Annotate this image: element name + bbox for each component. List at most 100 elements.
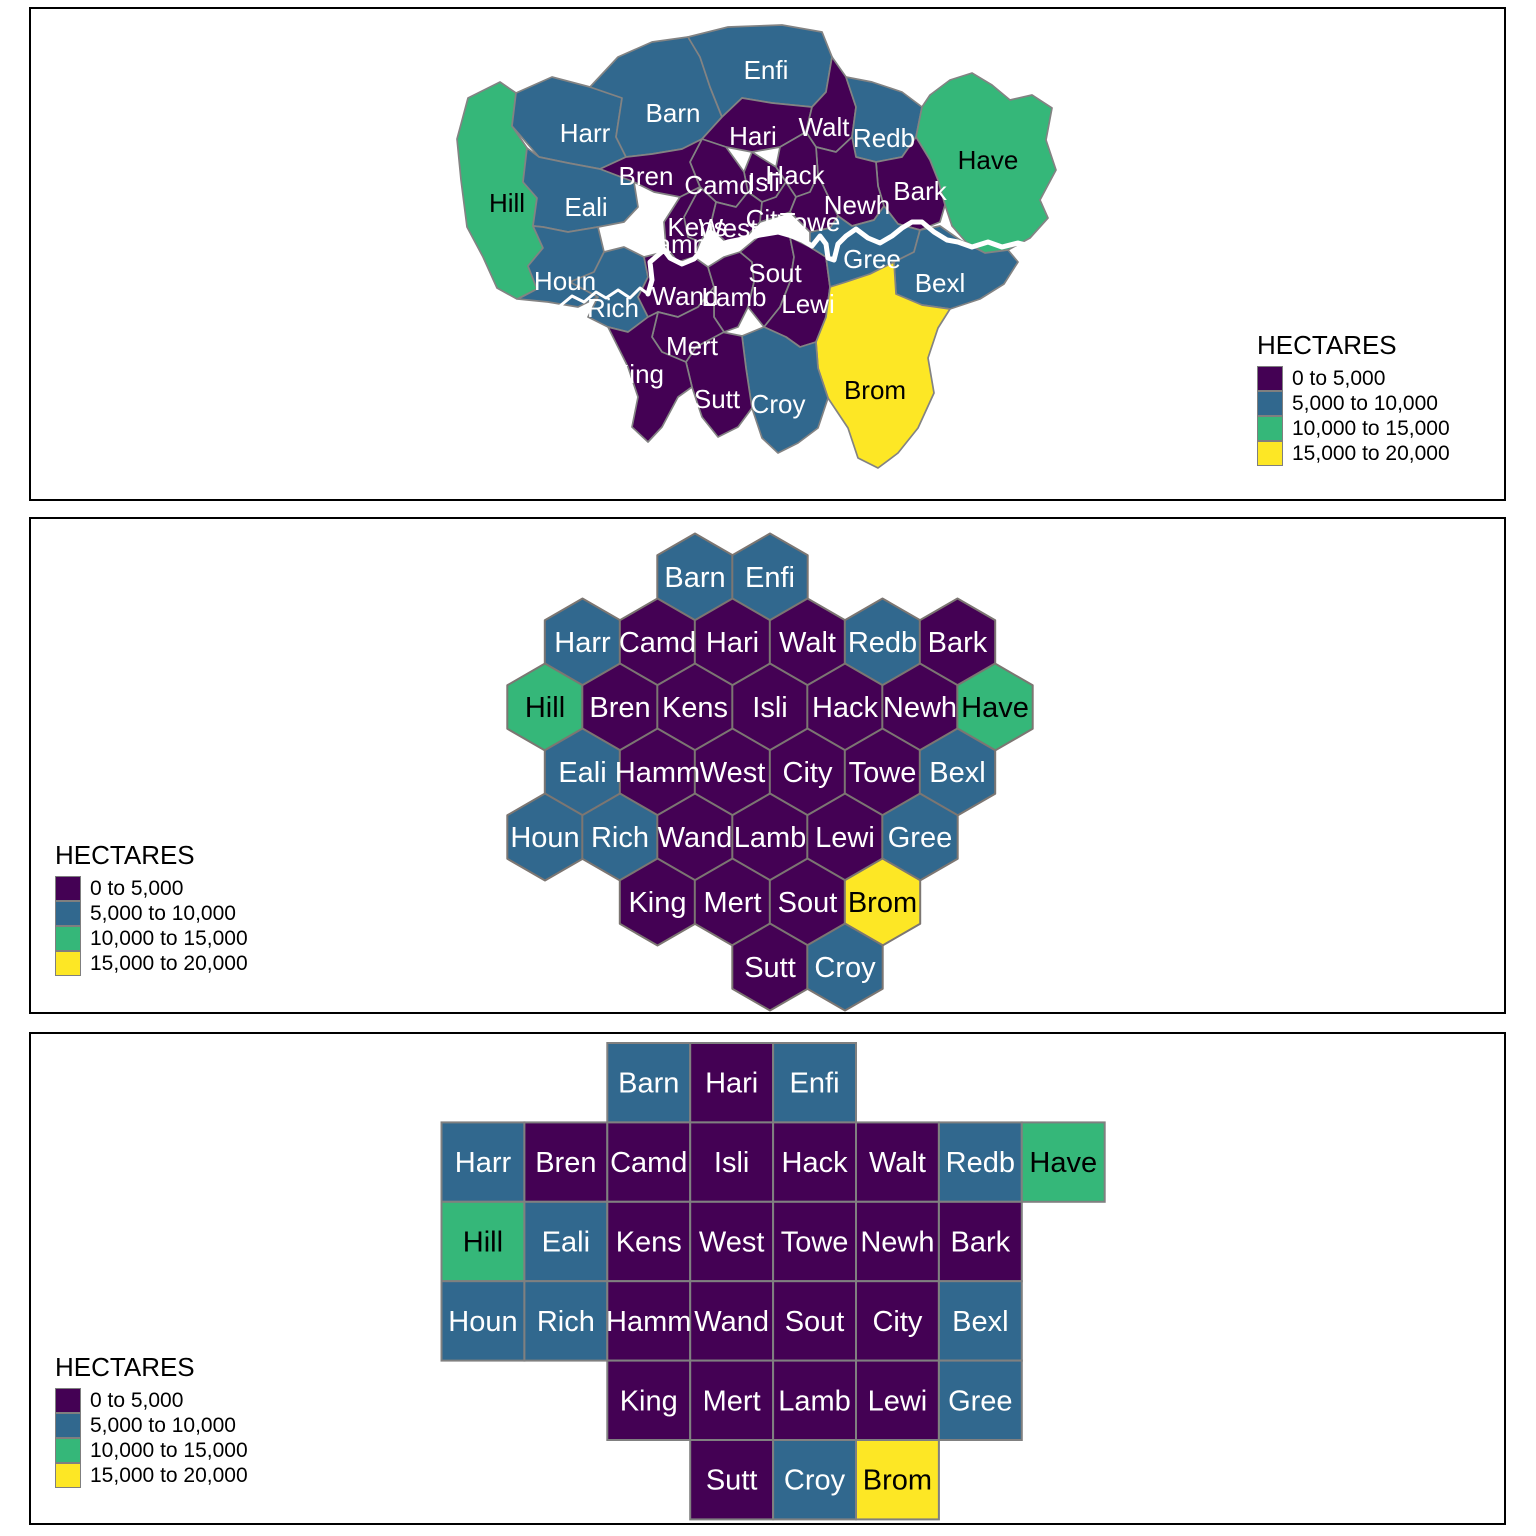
- legend-item: 5,000 to 10,000: [55, 901, 248, 926]
- grid-cell-Sutt: [689, 1439, 775, 1521]
- borough-label-Hari: Hari: [729, 121, 777, 151]
- borough-label-Barn: Barn: [646, 98, 701, 128]
- borough-label-Isli: Isli: [748, 167, 780, 197]
- grid-label-Hill: Hill: [463, 1227, 503, 1259]
- borough-label-Sout: Sout: [748, 258, 802, 288]
- legend-label: 15,000 to 20,000: [90, 951, 248, 975]
- hex-label-West: West: [700, 757, 766, 789]
- grid-label-Rich: Rich: [537, 1306, 595, 1338]
- hex-label-Bark: Bark: [928, 627, 988, 659]
- hex-cell-Croy: [806, 922, 884, 1012]
- hex-label-Hari: Hari: [706, 627, 759, 659]
- grid-label-Bren: Bren: [535, 1147, 596, 1179]
- grid-label-Bark: Bark: [951, 1227, 1011, 1259]
- legend-hectares-map: HECTARES 0 to 5,000 5,000 to 10,000 10,0…: [1257, 330, 1450, 466]
- grid-label-Bexl: Bexl: [952, 1306, 1008, 1338]
- legend-swatch-5000-10000: [55, 901, 81, 926]
- hex-label-Rich: Rich: [591, 822, 649, 854]
- legend-title: HECTARES: [55, 840, 195, 870]
- grid-label-City: City: [872, 1306, 922, 1338]
- legend-hectares-hex: HECTARES 0 to 5,000 5,000 to 10,000 10,0…: [55, 840, 248, 976]
- legend-item: 10,000 to 15,000: [55, 926, 248, 951]
- borough-label-Gree: Gree: [843, 244, 901, 274]
- borough-label-Bren: Bren: [619, 161, 674, 191]
- legend-hectares-grid: HECTARES 0 to 5,000 5,000 to 10,000 10,0…: [55, 1352, 248, 1488]
- hex-label-Newh: Newh: [883, 692, 957, 724]
- grid-cell-Houn: [440, 1280, 526, 1362]
- borough-label-Bark: Bark: [893, 176, 947, 206]
- grid-cell-Bark: [937, 1200, 1023, 1283]
- grid-cell-Walt: [855, 1121, 940, 1203]
- grid-label-Redb: Redb: [946, 1147, 1015, 1179]
- grid-cartogram-svg: Barn Hari Enfi Harr Bren Camd Isli Hack Walt Redb…: [440, 1042, 1106, 1521]
- legend-label: 5,000 to 10,000: [1292, 391, 1438, 415]
- grid-cell-Eali: [523, 1200, 609, 1283]
- hex-label-Sutt: Sutt: [744, 952, 796, 984]
- grid-label-Hack: Hack: [782, 1147, 849, 1179]
- river-thames-west: [558, 286, 650, 308]
- legend-item: 15,000 to 20,000: [55, 951, 248, 976]
- grid-cell-Towe: [772, 1200, 857, 1283]
- hex-label-Brom: Brom: [848, 887, 917, 919]
- grid-label-Have: Have: [1029, 1147, 1097, 1179]
- borough-label-King: King: [612, 359, 664, 389]
- hex-label-Mert: Mert: [704, 887, 762, 919]
- hex-label-Bren: Bren: [589, 692, 650, 724]
- legend-title: HECTARES: [1257, 330, 1397, 360]
- grid-cell-Harr: [440, 1121, 526, 1203]
- hex-label-Wand: Wand: [658, 822, 733, 854]
- legend-swatch-15000-20000: [1257, 441, 1283, 466]
- grid-cell-Barn: [606, 1042, 692, 1124]
- panel-hex-cartogram: Barn Enfi Harr Camd Hari Walt Redb Bark Hill Bren…: [29, 517, 1506, 1014]
- hex-label-Kens: Kens: [662, 692, 728, 724]
- legend-swatch-15000-20000: [55, 951, 81, 976]
- legend-label: 15,000 to 20,000: [90, 1463, 248, 1487]
- legend-item: 15,000 to 20,000: [1257, 441, 1450, 466]
- panel-choropleth-map: Hill Harr Barn Enfi Hari Walt Redb Have Bark Newh…: [29, 7, 1506, 501]
- hex-label-Towe: Towe: [849, 757, 917, 789]
- grid-label-Wand: Wand: [694, 1306, 769, 1338]
- borough-label-Enfi: Enfi: [744, 55, 789, 85]
- legend-item: 5,000 to 10,000: [1257, 391, 1450, 416]
- borough-label-Lewi: Lewi: [781, 289, 834, 319]
- hex-label-Houn: Houn: [510, 822, 579, 854]
- hex-label-Hack: Hack: [812, 692, 879, 724]
- grid-label-Newh: Newh: [860, 1227, 934, 1259]
- grid-label-Mert: Mert: [703, 1385, 761, 1417]
- borough-label-Eali: Eali: [564, 192, 607, 222]
- hex-label-Isli: Isli: [752, 692, 787, 724]
- grid-label-Isli: Isli: [714, 1147, 749, 1179]
- legend-item: 10,000 to 15,000: [1257, 416, 1450, 441]
- grid-label-Walt: Walt: [869, 1147, 926, 1179]
- borough-label-Kens: Kens: [667, 212, 726, 242]
- grid-cell-King: [606, 1359, 692, 1441]
- legend-label: 5,000 to 10,000: [90, 901, 236, 925]
- grid-label-Barn: Barn: [618, 1068, 679, 1100]
- hex-label-Sout: Sout: [778, 887, 838, 919]
- legend-item: 15,000 to 20,000: [55, 1463, 248, 1488]
- grid-cell-Bexl: [937, 1280, 1023, 1362]
- legend-swatch-10000-15000: [1257, 416, 1283, 441]
- borough-label-Walt: Walt: [798, 112, 850, 142]
- choropleth-map-svg: Hill Harr Barn Enfi Hari Walt Redb Have BarkNewh…: [456, 24, 1057, 469]
- grid-cell-Brom: [855, 1439, 940, 1521]
- grid-cell-West: [689, 1200, 775, 1283]
- borough-label-Croy: Croy: [751, 389, 806, 419]
- borough-label-Wand: Wand: [652, 281, 719, 311]
- legend-swatch-10000-15000: [55, 1438, 81, 1463]
- grid-label-Hari: Hari: [705, 1068, 758, 1100]
- legend-swatch-5000-10000: [1257, 391, 1283, 416]
- grid-cell-City: [855, 1280, 940, 1362]
- legend-swatch-0-5000: [55, 1388, 81, 1413]
- borough-label-West: West: [699, 213, 759, 243]
- borough-label-Bexl: Bexl: [915, 268, 966, 298]
- legend-label: 5,000 to 10,000: [90, 1413, 236, 1437]
- grid-label-Towe: Towe: [781, 1227, 849, 1259]
- grid-label-Lamb: Lamb: [778, 1385, 851, 1417]
- grid-label-Croy: Croy: [784, 1465, 846, 1497]
- legend-swatch-15000-20000: [55, 1463, 81, 1488]
- grid-label-Sutt: Sutt: [706, 1465, 758, 1497]
- grid-cell-Wand: [689, 1280, 775, 1362]
- legend-title: HECTARES: [55, 1352, 195, 1382]
- borough-label-Hill: Hill: [489, 188, 525, 218]
